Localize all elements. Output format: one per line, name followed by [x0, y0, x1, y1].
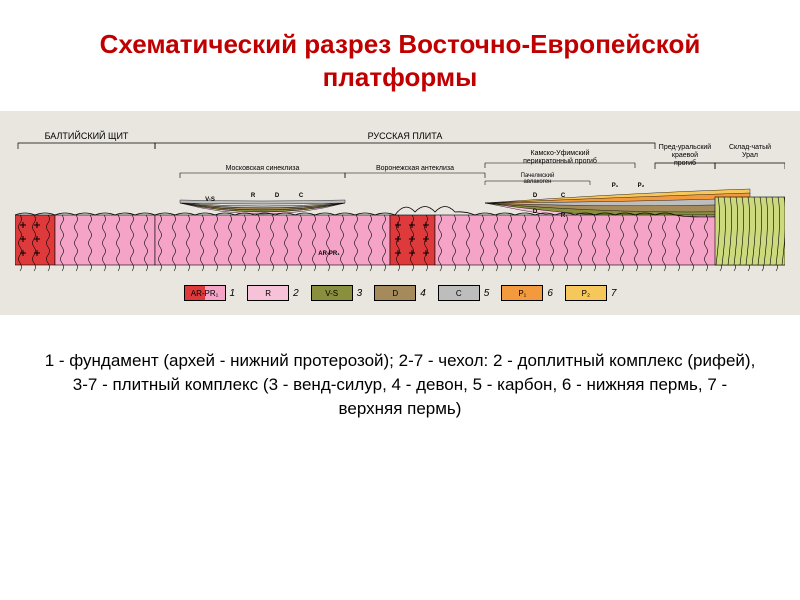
legend-swatch: D	[374, 285, 416, 301]
svg-text:V-S: V-S	[205, 197, 215, 203]
page-title: Схематический разрез Восточно-Европейско…	[0, 0, 800, 111]
svg-text:R: R	[251, 193, 256, 199]
legend-swatch: C	[438, 285, 480, 301]
legend-item-1: AR-PR₁ 1	[184, 285, 236, 301]
svg-text:БАЛТИЙСКИЙ ЩИТ: БАЛТИЙСКИЙ ЩИТ	[45, 130, 129, 141]
legend-swatch: V-S	[311, 285, 353, 301]
legend-item-3: V-S 3	[311, 285, 363, 301]
svg-text:РУССКАЯ ПЛИТА: РУССКАЯ ПЛИТА	[368, 131, 443, 141]
diagram-strip: БАЛТИЙСКИЙ ЩИТ РУССКАЯ ПЛИТА Пред-уральски…	[0, 111, 800, 315]
svg-text:Воронежская антеклиза: Воронежская антеклиза	[376, 165, 454, 172]
legend-item-6: P₁ 6	[501, 285, 553, 301]
svg-text:D: D	[533, 193, 538, 199]
legend-number: 7	[611, 288, 617, 299]
svg-text:AR-PR₁: AR-PR₁	[318, 251, 340, 257]
svg-text:P₂: P₂	[638, 183, 645, 189]
svg-text:Камско-Уфимский: Камско-Уфимский	[531, 149, 590, 157]
legend-item-5: C5	[438, 285, 490, 301]
svg-text:Урал: Урал	[742, 152, 758, 159]
legend: AR-PR₁1R2V-S3D4C5P₁6P₂7	[0, 285, 800, 301]
svg-text:C: C	[299, 193, 304, 199]
svg-text:прогиб: прогиб	[674, 159, 696, 167]
svg-text:перикратонный прогиб: перикратонный прогиб	[523, 157, 597, 165]
svg-text:P₁: P₁	[612, 183, 619, 189]
cross-section-svg: БАЛТИЙСКИЙ ЩИТ РУССКАЯ ПЛИТА Пред-уральски…	[15, 125, 785, 275]
legend-number: 2	[293, 288, 299, 299]
svg-text:D: D	[275, 193, 280, 199]
legend-swatch: P₂	[565, 285, 607, 301]
legend-swatch: R	[247, 285, 289, 301]
svg-text:Склад-чатый: Склад-чатый	[729, 143, 771, 151]
legend-swatch: AR-PR₁	[184, 285, 226, 301]
caption-text: 1 - фундамент (архей - нижний протерозой…	[0, 315, 800, 420]
legend-item-2: R2	[247, 285, 299, 301]
svg-text:Пачелмский: Пачелмский	[521, 172, 555, 179]
svg-text:авлакоген: авлакоген	[524, 179, 552, 185]
legend-item-4: D4	[374, 285, 426, 301]
legend-number: 5	[484, 288, 490, 299]
legend-swatch: P₁	[501, 285, 543, 301]
legend-number: 1	[230, 288, 236, 299]
legend-number: 3	[357, 288, 363, 299]
svg-text:R: R	[561, 213, 566, 219]
svg-text:Московская синеклиза: Московская синеклиза	[226, 165, 300, 172]
svg-text:D: D	[533, 209, 538, 215]
svg-text:Пред-уральский: Пред-уральский	[659, 143, 711, 151]
legend-item-7: P₂ 7	[565, 285, 617, 301]
legend-number: 6	[547, 288, 553, 299]
svg-text:C: C	[561, 193, 566, 199]
svg-text:краевой: краевой	[672, 151, 698, 159]
legend-number: 4	[420, 288, 426, 299]
